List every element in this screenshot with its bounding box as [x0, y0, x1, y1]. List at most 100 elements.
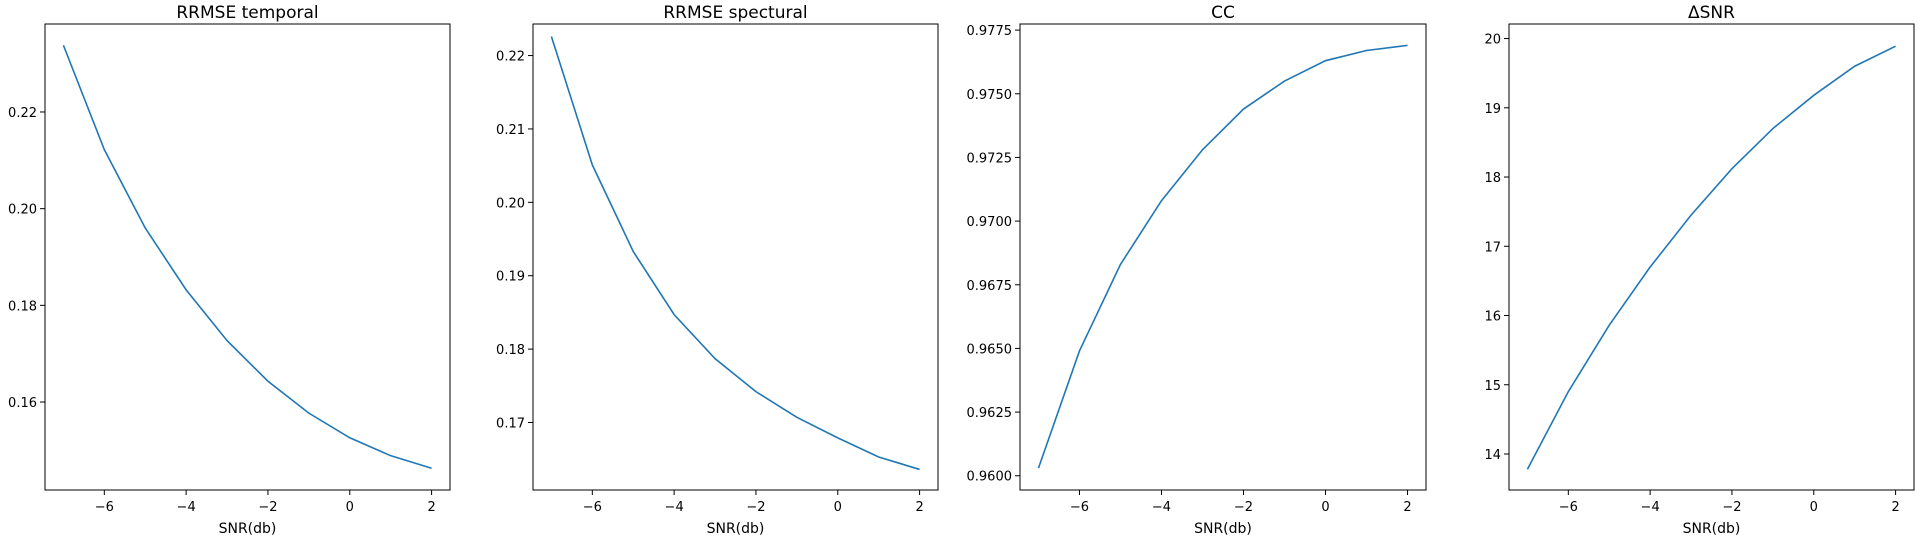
y-tick-label: 20: [1484, 33, 1501, 48]
data-point: [877, 455, 881, 459]
axes-frame: [1019, 23, 1427, 491]
data-point: [1730, 167, 1734, 171]
x-tick-label: −4: [177, 500, 196, 515]
y-tick-label: 0.9700: [967, 215, 1013, 230]
chart-title: RRMSE temporal: [176, 3, 318, 23]
x-tick-label: 2: [915, 500, 923, 515]
data-point: [143, 226, 147, 230]
y-tick-label: 0.16: [8, 396, 37, 411]
x-tick-label: −6: [95, 500, 114, 515]
data-point: [1853, 64, 1857, 68]
data-point: [61, 43, 65, 47]
y-tick-label: 15: [1484, 379, 1501, 394]
data-point: [1525, 467, 1529, 471]
data-point: [1406, 43, 1410, 47]
x-tick-label: −4: [1641, 500, 1660, 515]
data-point: [1771, 127, 1775, 131]
y-tick-label: 0.22: [8, 106, 37, 121]
axes-frame: [44, 23, 451, 491]
data-point: [754, 390, 758, 394]
y-tick-label: 17: [1484, 240, 1501, 255]
y-tick-label: 0.22: [496, 50, 525, 65]
x-tick-label: 2: [427, 500, 435, 515]
y-tick-label: 0.9600: [967, 470, 1013, 485]
data-point: [1036, 466, 1040, 470]
chart-panel-1: RRMSE temporal SNR(db) −6 −4 −2 0 2 0.16 0.18 0.2…: [8, 3, 451, 537]
x-tick-label: 0: [346, 500, 354, 515]
y-tick-label: 0.18: [496, 343, 525, 358]
data-point: [631, 249, 635, 253]
y-tick-label: 19: [1484, 102, 1501, 117]
data-point: [918, 467, 922, 471]
series-line: [1526, 45, 1896, 470]
data-point: [1812, 93, 1816, 97]
y-tick-label: 0.18: [8, 299, 37, 314]
data-point: [1118, 262, 1122, 266]
y-tick-label: 0.19: [496, 270, 525, 285]
y-tick-label: 0.9750: [967, 88, 1013, 103]
y-tick-label: 0.20: [496, 196, 525, 211]
y-tick-label: 0.9725: [967, 151, 1013, 166]
x-axis-label: SNR(db): [1194, 521, 1252, 537]
chart-panel-3: CC SNR(db) −6 −4 −2 0 2 0.9600 0.9625 0.9650 0.967…: [967, 3, 1427, 537]
data-point: [549, 34, 553, 38]
chart-panel-4: ΔSNR SNR(db) −6 −4 −2 0 2 14 15 16 17 18 19 20: [1484, 3, 1915, 537]
data-point: [1159, 199, 1163, 203]
data-point: [1607, 323, 1611, 327]
data-point: [1283, 79, 1287, 83]
x-tick-label: −2: [1234, 500, 1253, 515]
data-point: [1648, 265, 1652, 269]
axes-frame: [532, 23, 939, 491]
x-axis-label: SNR(db): [219, 521, 277, 537]
y-tick-label: 14: [1484, 448, 1501, 463]
data-point: [102, 148, 106, 152]
data-point: [713, 357, 717, 361]
data-point: [1242, 107, 1246, 111]
x-tick-label: −4: [665, 500, 684, 515]
x-tick-label: −2: [258, 500, 277, 515]
data-point: [1200, 148, 1204, 152]
x-tick-label: −4: [1152, 500, 1171, 515]
x-tick-label: 0: [834, 500, 842, 515]
series-line: [62, 44, 432, 470]
chart-title: RRMSE spectural: [663, 3, 807, 23]
data-point: [836, 436, 840, 440]
y-tick-label: 0.17: [496, 416, 525, 431]
data-point: [389, 454, 393, 458]
y-tick-label: 0.9625: [967, 406, 1013, 421]
y-tick-label: 18: [1484, 171, 1501, 186]
y-tick-label: 16: [1484, 310, 1501, 325]
data-point: [672, 313, 676, 317]
x-tick-label: −6: [1559, 500, 1578, 515]
x-tick-label: 0: [1810, 500, 1818, 515]
axes-frame: [1508, 23, 1915, 491]
x-tick-label: −2: [1722, 500, 1741, 515]
data-point: [307, 411, 311, 415]
data-point: [348, 436, 352, 440]
y-tick-label: 0.9650: [967, 342, 1013, 357]
chart-title: CC: [1211, 3, 1235, 23]
data-point: [1077, 349, 1081, 353]
x-axis-label: SNR(db): [1683, 521, 1741, 537]
data-point: [1324, 59, 1328, 63]
x-tick-label: 2: [1891, 500, 1899, 515]
series-line: [550, 36, 920, 471]
data-point: [184, 288, 188, 292]
chart-panel-2: RRMSE spectural SNR(db) −6 −4 −2 0 2 0.17 0.18 0.…: [496, 3, 939, 537]
x-tick-label: −6: [1070, 500, 1089, 515]
y-tick-label: 0.9675: [967, 279, 1013, 294]
x-tick-label: 0: [1321, 500, 1329, 515]
x-tick-label: −6: [583, 500, 602, 515]
y-tick-label: 0.9775: [967, 24, 1013, 39]
x-tick-label: 2: [1403, 500, 1411, 515]
data-point: [1689, 213, 1693, 217]
data-point: [1894, 44, 1898, 48]
data-point: [1365, 48, 1369, 52]
data-point: [1566, 390, 1570, 394]
y-tick-label: 0.20: [8, 203, 37, 218]
chart-title: ΔSNR: [1688, 3, 1735, 23]
series-line: [1037, 44, 1408, 469]
data-point: [590, 163, 594, 167]
